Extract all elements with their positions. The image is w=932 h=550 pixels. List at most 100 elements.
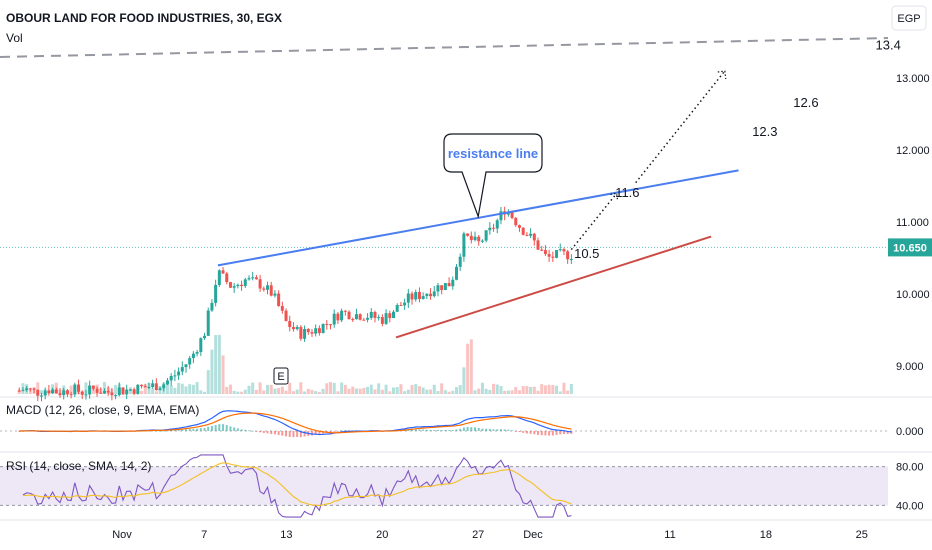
- time-tick-label: 25: [856, 529, 868, 541]
- earnings-marker-label: E: [277, 371, 284, 383]
- macd-histogram-bar: [436, 429, 439, 431]
- volume-bar: [480, 382, 484, 394]
- candle-body: [147, 386, 151, 388]
- volume-bar: [488, 389, 492, 394]
- candle-body: [458, 256, 462, 267]
- volume-bar: [28, 389, 32, 394]
- macd-histogram-bar: [537, 431, 540, 435]
- macd-histogram-bar: [562, 431, 565, 435]
- candle-body: [158, 388, 162, 391]
- candle-body: [69, 394, 73, 396]
- candle-body: [440, 285, 444, 291]
- candle-body: [477, 236, 481, 242]
- earnings-marker[interactable]: E: [273, 367, 289, 385]
- candle-body: [77, 384, 81, 392]
- volume-bar: [91, 388, 95, 394]
- volume-label: Vol: [6, 31, 23, 45]
- candle-body: [380, 317, 384, 324]
- volume-bar: [492, 383, 496, 394]
- macd-histogram-bar: [214, 425, 217, 431]
- candle-body: [191, 353, 195, 359]
- volume-bar: [443, 390, 447, 394]
- volume-bar: [217, 334, 221, 394]
- macd-histogram-bar: [229, 426, 232, 431]
- candle-body: [232, 286, 236, 288]
- target-label: 13.4: [876, 37, 901, 52]
- macd-histogram-bar: [462, 427, 465, 431]
- volume-bar: [177, 382, 181, 394]
- volume-bar: [384, 384, 388, 394]
- candle-body: [317, 328, 321, 334]
- candle-body: [188, 358, 192, 365]
- macd-histogram-bar: [270, 431, 273, 435]
- macd-histogram-bar: [507, 429, 510, 431]
- candle-body: [177, 371, 181, 376]
- candle-body: [532, 233, 536, 241]
- volume-bar: [458, 385, 462, 394]
- candle-body: [354, 314, 358, 320]
- volume-bar: [221, 355, 225, 394]
- macd-histogram-bar: [470, 427, 473, 431]
- candle-body: [517, 225, 521, 228]
- candle-body: [536, 240, 540, 250]
- volume-bar: [266, 384, 270, 394]
- macd-histogram-bar: [329, 431, 332, 433]
- candle-body: [132, 389, 136, 394]
- volume-bar: [495, 384, 499, 394]
- candle-body: [39, 395, 43, 397]
- candle-body: [492, 227, 496, 229]
- macd-histogram-bar: [544, 431, 547, 436]
- candle-body: [206, 310, 210, 336]
- candle-body: [362, 319, 366, 321]
- volume-bar: [236, 391, 240, 394]
- candle-body: [562, 249, 566, 252]
- macd-histogram-bar: [433, 430, 436, 431]
- volume-bar: [325, 383, 329, 394]
- currency-button[interactable]: EGP: [891, 5, 927, 31]
- volume-bar: [484, 388, 488, 394]
- volume-bar: [558, 391, 562, 394]
- macd-tick-label: 0.000: [896, 426, 924, 438]
- volume-bar: [258, 382, 262, 394]
- volume-bar: [451, 390, 455, 394]
- symbol-title[interactable]: OBOUR LAND FOR FOOD INDUSTRIES, 30, EGX: [6, 11, 282, 25]
- macd-histogram-bar: [444, 429, 447, 431]
- price-tick-label: 12.000: [896, 145, 930, 157]
- candle-body: [429, 293, 433, 297]
- macd-histogram-bar: [448, 430, 451, 431]
- candle-body: [447, 283, 451, 287]
- candle-body: [151, 383, 155, 387]
- volume-bar: [469, 339, 473, 394]
- candle-body: [543, 250, 547, 255]
- volume-bar: [454, 387, 458, 394]
- candle-body: [284, 310, 288, 321]
- candle-body: [495, 220, 499, 229]
- macd-histogram-bar: [255, 431, 258, 432]
- candle-body: [214, 284, 218, 303]
- candle-body: [558, 249, 562, 251]
- volume-bar: [306, 388, 310, 394]
- candle-body: [499, 211, 503, 221]
- candle-body: [117, 387, 121, 396]
- volume-bar: [269, 384, 273, 394]
- macd-histogram-bar: [511, 430, 514, 432]
- callout-text: resistance line: [448, 146, 538, 161]
- macd-histogram-bar: [225, 425, 228, 431]
- macd-histogram-bar: [533, 431, 536, 435]
- volume-bar: [280, 386, 284, 394]
- macd-histogram-bar: [425, 429, 428, 431]
- candle-body: [403, 302, 407, 306]
- candles: [0, 206, 888, 402]
- volume-bar: [262, 390, 266, 394]
- candle-body: [110, 392, 114, 396]
- macd-histogram-bar: [203, 427, 206, 431]
- candle-body: [251, 277, 255, 279]
- candle-body: [480, 240, 484, 242]
- rsi-band: [0, 466, 888, 506]
- time-tick-label: 7: [201, 529, 207, 541]
- candle-body: [58, 393, 62, 396]
- volume-bar: [169, 385, 173, 394]
- volume-bar: [343, 384, 347, 394]
- candle-body: [547, 254, 551, 257]
